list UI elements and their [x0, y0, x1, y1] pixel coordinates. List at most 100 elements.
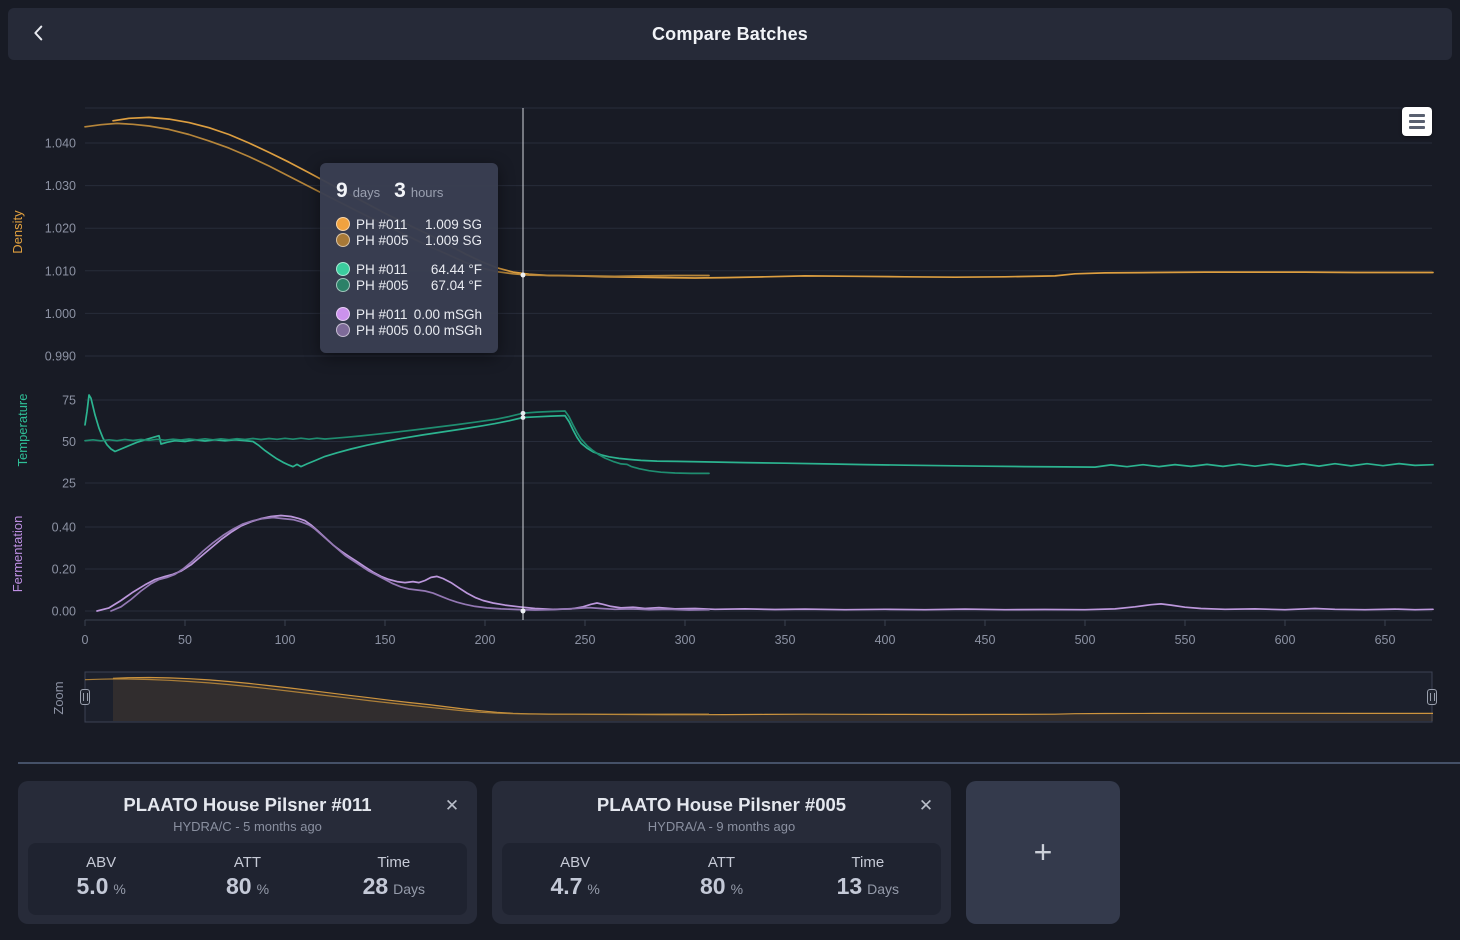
tooltip-row: PH #011 64.44 °F — [336, 261, 482, 277]
chart-tooltip: 9 days 3 hours PH #011 1.009 SG PH #005 … — [320, 163, 498, 353]
temperature-panel: 75 50 25 Temperature — [15, 394, 1432, 491]
zoom-navigator[interactable] — [85, 672, 1432, 722]
stat-label: Time — [851, 854, 885, 871]
fermentation-axis-title: Fermentation — [10, 516, 25, 593]
chevron-left-icon — [28, 22, 50, 47]
stat-unit: Days — [867, 881, 900, 897]
series-dot-icon — [336, 262, 350, 276]
stat-unit: % — [113, 881, 126, 897]
tooltip-days-value: 9 — [336, 179, 348, 202]
x-tick-label: 300 — [675, 633, 696, 647]
stat-unit: % — [256, 881, 270, 897]
stat-label: ATT — [707, 854, 736, 871]
stat-time: Time 28 Days — [321, 843, 467, 915]
batch-title: PLAATO House Pilsner #005 — [596, 794, 847, 815]
plus-icon: + — [1033, 834, 1053, 870]
grip-icon — [82, 693, 88, 701]
tooltip-temperature-group: PH #011 64.44 °F PH #005 67.04 °F — [336, 261, 482, 293]
stat-label: ATT — [233, 854, 262, 871]
stat-unit: Days — [393, 881, 426, 897]
density-tick-label: 1.000 — [45, 307, 76, 321]
navigator-axis-title: Zoom — [51, 681, 66, 714]
series-dot-icon — [336, 217, 350, 231]
stat-value: 5.0 — [76, 873, 109, 899]
header-bar: Compare Batches — [8, 8, 1452, 60]
stat-time: Time 13 Days — [795, 843, 941, 915]
tooltip-row: PH #005 0.00 mSGh — [336, 322, 482, 338]
series-dot-icon — [336, 278, 350, 292]
fermentation-tick-label: 0.20 — [52, 563, 76, 577]
fermentation-tick-label: 0.00 — [52, 605, 76, 619]
series-dot-icon — [336, 307, 350, 321]
batch-stats-panel: ABV 4.7% ATT 80% Time 13 Days — [502, 843, 941, 915]
stat-abv: ABV 5.0% — [28, 843, 174, 915]
series-label: PH #011 — [356, 216, 408, 232]
series-dot-icon — [336, 233, 350, 247]
x-tick-label: 100 — [275, 633, 296, 647]
temperature-tick-label: 50 — [62, 435, 76, 449]
stat-unit: % — [587, 881, 600, 897]
zoom-handle-left[interactable] — [80, 689, 90, 705]
batch-subtitle: HYDRA/A - 9 months ago — [647, 819, 796, 834]
stat-value: 4.7 — [550, 873, 583, 899]
x-tick-label: 150 — [375, 633, 396, 647]
density-tick-label: 0.990 — [45, 350, 76, 364]
stat-value: 13 — [836, 873, 863, 899]
stat-abv: ABV 4.7% — [502, 843, 648, 915]
stat-value: 80 — [699, 873, 726, 899]
close-icon: ✕ — [444, 796, 460, 815]
compare-chart: 1.040 1.030 1.020 1.010 1.000 0.990 Density 75 5… — [10, 107, 1434, 723]
series-value: 0.00 mSGh — [413, 306, 482, 322]
series-value: 0.00 mSGh — [413, 322, 482, 338]
batch-card-005: PLAATO House Pilsner #005 HYDRA/A - 9 mo… — [492, 781, 951, 924]
x-tick-label: 350 — [775, 633, 796, 647]
density-axis-title: Density — [10, 210, 25, 254]
series-label: PH #005 — [356, 232, 409, 248]
series-line-temperature-ph011 — [84, 394, 1434, 468]
tooltip-time: 9 days 3 hours — [336, 179, 482, 203]
temperature-axis-title: Temperature — [15, 394, 30, 467]
temperature-tick-label: 25 — [62, 477, 76, 491]
temperature-tick-label: 75 — [62, 394, 76, 408]
stat-att: ATT 80% — [648, 843, 794, 915]
batch-cards-row: PLAATO House Pilsner #011 HYDRA/C - 5 mo… — [18, 781, 1120, 924]
x-tick-label: 0 — [82, 633, 89, 647]
series-label: PH #005 — [356, 277, 409, 293]
fermentation-tick-label: 0.40 — [52, 521, 76, 535]
series-line-temperature-ph005 — [84, 410, 710, 475]
chart-context-menu-button[interactable] — [1402, 107, 1432, 136]
density-tick-label: 1.040 — [45, 137, 76, 151]
series-label: PH #011 — [356, 261, 408, 277]
series-dot-icon — [336, 323, 350, 337]
crosshair — [520, 108, 526, 620]
batch-subtitle: HYDRA/C - 5 months ago — [173, 819, 322, 834]
x-tick-label: 650 — [1375, 633, 1396, 647]
remove-batch-button[interactable]: ✕ — [439, 793, 465, 819]
series-line-density-ph011 — [112, 116, 1434, 279]
x-tick-label: 50 — [178, 633, 192, 647]
fermentation-panel: 0.40 0.20 0.00 Fermentation — [10, 516, 1432, 619]
batch-title: PLAATO House Pilsner #011 — [123, 794, 372, 815]
x-tick-label: 500 — [1075, 633, 1096, 647]
batch-stats-panel: ABV 5.0% ATT 80% Time 28 Days — [28, 843, 467, 915]
back-button[interactable] — [22, 18, 56, 50]
section-divider — [18, 762, 1460, 764]
zoom-handle-right[interactable] — [1427, 689, 1437, 705]
density-tick-label: 1.030 — [45, 179, 76, 193]
tooltip-days-unit: days — [352, 185, 381, 200]
add-batch-button[interactable]: + — [966, 781, 1120, 924]
navigator-series-ph005 — [84, 678, 709, 715]
series-value: 64.44 °F — [430, 261, 482, 277]
stat-label: ABV — [86, 854, 117, 871]
tooltip-row: PH #011 1.009 SG — [336, 216, 482, 232]
x-tick-label: 450 — [975, 633, 996, 647]
x-tick-label: 250 — [575, 633, 596, 647]
x-tick-label: 550 — [1175, 633, 1196, 647]
series-value: 67.04 °F — [430, 277, 482, 293]
navigator-chart: Zoom — [51, 671, 1433, 723]
tooltip-row: PH #011 0.00 mSGh — [336, 306, 482, 322]
tooltip-row: PH #005 67.04 °F — [336, 277, 482, 293]
series-value: 1.009 SG — [424, 216, 482, 232]
remove-batch-button[interactable]: ✕ — [913, 793, 939, 819]
batch-card-011: PLAATO House Pilsner #011 HYDRA/C - 5 mo… — [18, 781, 477, 924]
